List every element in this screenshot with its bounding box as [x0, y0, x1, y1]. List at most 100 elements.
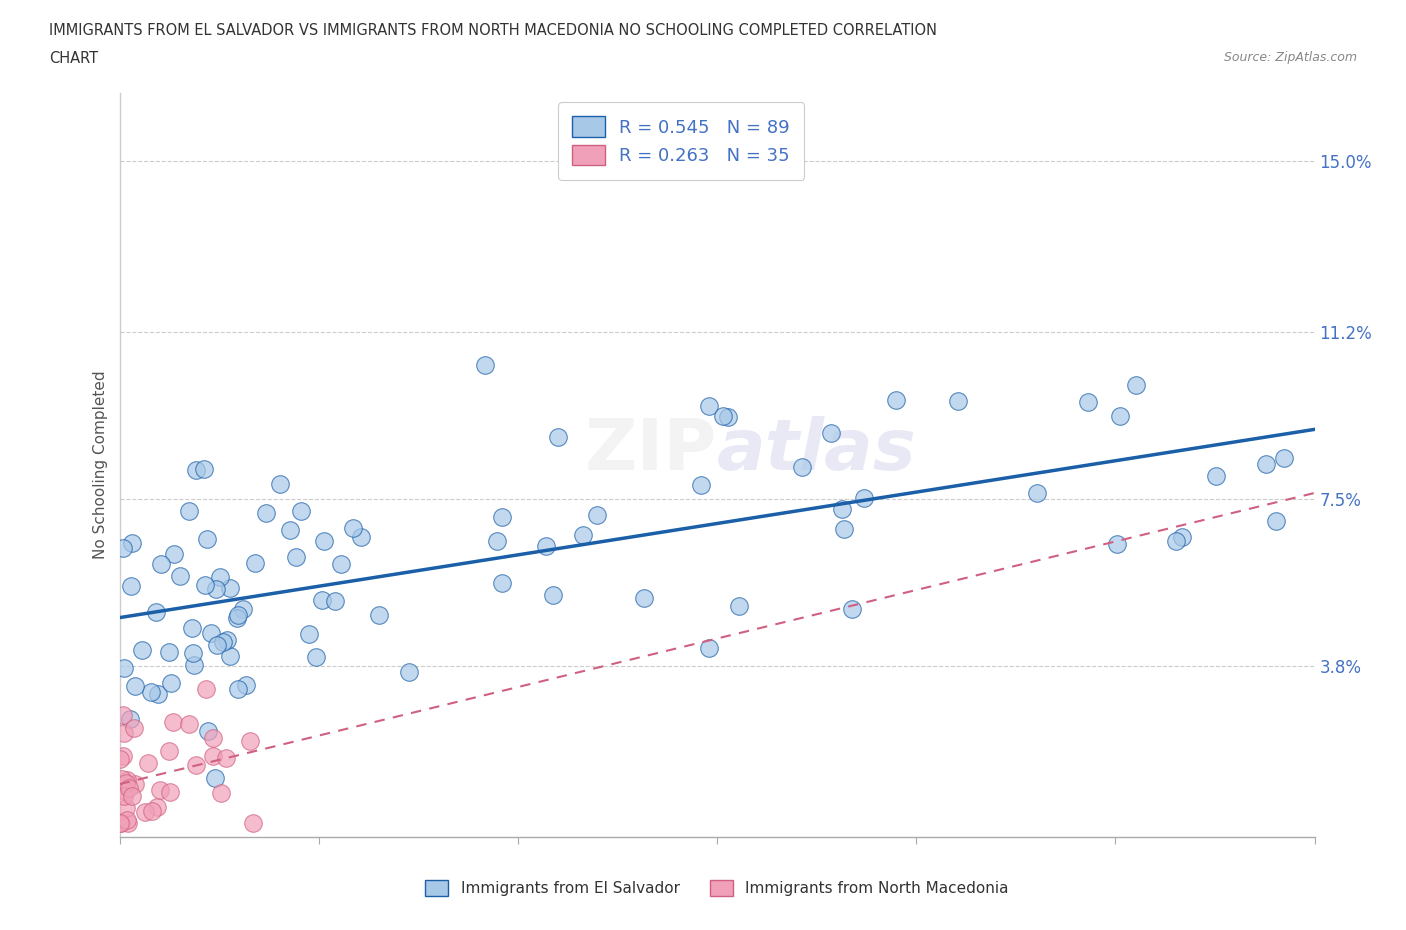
Point	[112, 661, 135, 676]
Point	[110, 816, 132, 830]
Point	[884, 392, 907, 407]
Point	[368, 607, 391, 622]
Point	[329, 557, 352, 572]
Point	[141, 684, 163, 699]
Point	[124, 678, 146, 693]
Point	[1272, 451, 1295, 466]
Point	[242, 816, 264, 830]
Point	[150, 556, 173, 571]
Point	[195, 532, 218, 547]
Point	[204, 581, 226, 596]
Point	[214, 751, 236, 765]
Point	[491, 576, 513, 591]
Legend: Immigrants from El Salvador, Immigrants from North Macedonia: Immigrants from El Salvador, Immigrants …	[418, 872, 1017, 904]
Point	[181, 645, 204, 660]
Point	[197, 724, 219, 738]
Point	[134, 804, 156, 819]
Point	[1171, 530, 1194, 545]
Point	[131, 643, 153, 658]
Point	[728, 599, 751, 614]
Point	[148, 783, 170, 798]
Text: Source: ZipAtlas.com: Source: ZipAtlas.com	[1223, 51, 1357, 64]
Point	[305, 650, 328, 665]
Point	[121, 536, 143, 551]
Point	[201, 730, 224, 745]
Point	[239, 734, 262, 749]
Point	[820, 426, 842, 441]
Point	[852, 491, 875, 506]
Point	[120, 578, 142, 593]
Point	[184, 758, 207, 773]
Point	[226, 682, 249, 697]
Point	[193, 461, 215, 476]
Point	[398, 664, 420, 679]
Point	[278, 523, 301, 538]
Point	[290, 503, 312, 518]
Y-axis label: No Schooling Completed: No Schooling Completed	[93, 371, 108, 559]
Point	[946, 393, 969, 408]
Point	[841, 602, 863, 617]
Point	[122, 720, 145, 735]
Point	[157, 644, 180, 659]
Point	[717, 410, 740, 425]
Point	[110, 751, 132, 766]
Point	[269, 476, 291, 491]
Point	[194, 682, 217, 697]
Point	[1256, 457, 1278, 472]
Point	[194, 578, 217, 592]
Point	[121, 789, 143, 804]
Point	[204, 770, 226, 785]
Point	[697, 641, 720, 656]
Point	[145, 604, 167, 619]
Point	[141, 804, 163, 818]
Point	[1205, 469, 1227, 484]
Point	[110, 816, 132, 830]
Point	[1125, 378, 1147, 392]
Point	[1107, 537, 1129, 551]
Point	[690, 477, 713, 492]
Point	[159, 784, 181, 799]
Point	[115, 801, 138, 816]
Point	[118, 780, 141, 795]
Point	[226, 608, 249, 623]
Point	[201, 748, 224, 763]
Point	[111, 772, 134, 787]
Point	[112, 708, 135, 723]
Point	[534, 538, 557, 553]
Point	[1164, 533, 1187, 548]
Point	[209, 786, 232, 801]
Point	[711, 408, 734, 423]
Point	[697, 399, 720, 414]
Point	[207, 638, 229, 653]
Point	[169, 568, 191, 583]
Text: atlas: atlas	[717, 416, 917, 485]
Point	[112, 749, 135, 764]
Point	[115, 773, 138, 788]
Text: CHART: CHART	[49, 51, 98, 66]
Point	[115, 813, 138, 828]
Point	[323, 593, 346, 608]
Point	[831, 501, 853, 516]
Point	[219, 648, 242, 663]
Point	[474, 357, 496, 372]
Point	[114, 775, 136, 790]
Point	[547, 430, 569, 445]
Point	[136, 756, 159, 771]
Point	[146, 686, 169, 701]
Point	[284, 550, 307, 565]
Point	[235, 677, 257, 692]
Point	[120, 711, 142, 726]
Point	[586, 508, 609, 523]
Point	[184, 462, 207, 477]
Point	[117, 816, 139, 830]
Point	[832, 522, 855, 537]
Point	[342, 520, 364, 535]
Point	[232, 602, 254, 617]
Text: IMMIGRANTS FROM EL SALVADOR VS IMMIGRANTS FROM NORTH MACEDONIA NO SCHOOLING COMP: IMMIGRANTS FROM EL SALVADOR VS IMMIGRANT…	[49, 23, 938, 38]
Point	[254, 506, 277, 521]
Point	[1077, 395, 1099, 410]
Point	[112, 725, 135, 740]
Point	[1264, 513, 1286, 528]
Point	[112, 541, 135, 556]
Point	[114, 784, 136, 799]
